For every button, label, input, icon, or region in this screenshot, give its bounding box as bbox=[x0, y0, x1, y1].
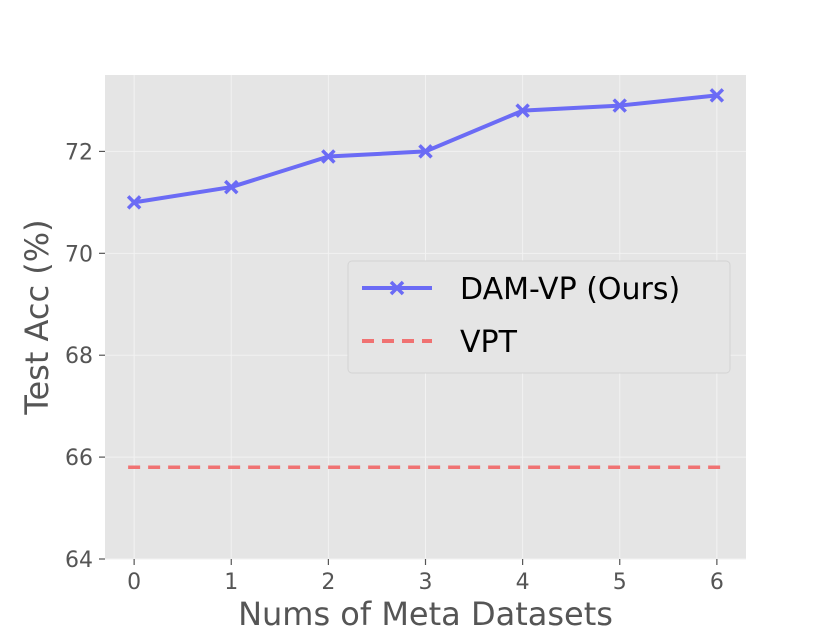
data-point-marker bbox=[418, 144, 433, 159]
x-tick-label: 5 bbox=[613, 570, 627, 595]
x-tick-label: 1 bbox=[224, 570, 238, 595]
legend-label-vpt: VPT bbox=[460, 325, 518, 360]
legend-label-dam-vp: DAM-VP (Ours) bbox=[460, 272, 680, 307]
x-axis-label: Nums of Meta Datasets bbox=[238, 595, 613, 628]
y-tick-label: 66 bbox=[65, 446, 93, 471]
y-tick-label: 64 bbox=[65, 548, 93, 573]
y-axis-label: Test Acc (%) bbox=[18, 219, 56, 415]
legend: DAM-VP (Ours) VPT bbox=[347, 260, 731, 374]
y-axis-ticks: 64 66 68 70 72 bbox=[65, 140, 105, 573]
x-tick-label: 0 bbox=[127, 570, 141, 595]
x-axis-ticks: 0 1 2 3 4 5 6 bbox=[127, 559, 724, 595]
y-tick-label: 72 bbox=[65, 140, 93, 165]
data-point-marker bbox=[709, 88, 725, 103]
data-point-marker bbox=[515, 103, 530, 118]
data-point-marker bbox=[321, 149, 336, 164]
y-tick-label: 70 bbox=[65, 242, 93, 267]
data-point-marker bbox=[224, 179, 239, 195]
x-tick-label: 6 bbox=[710, 570, 724, 595]
x-tick-label: 3 bbox=[419, 570, 433, 595]
y-tick-label: 68 bbox=[65, 344, 93, 369]
data-point-marker bbox=[126, 195, 142, 210]
x-tick-label: 2 bbox=[321, 570, 335, 595]
x-tick-label: 4 bbox=[516, 570, 530, 595]
legend-marker-dam-vp bbox=[389, 280, 405, 296]
legend-box bbox=[347, 260, 731, 374]
legend-x-marker bbox=[389, 280, 405, 296]
data-point-marker bbox=[612, 98, 627, 113]
series-layer bbox=[126, 88, 725, 470]
